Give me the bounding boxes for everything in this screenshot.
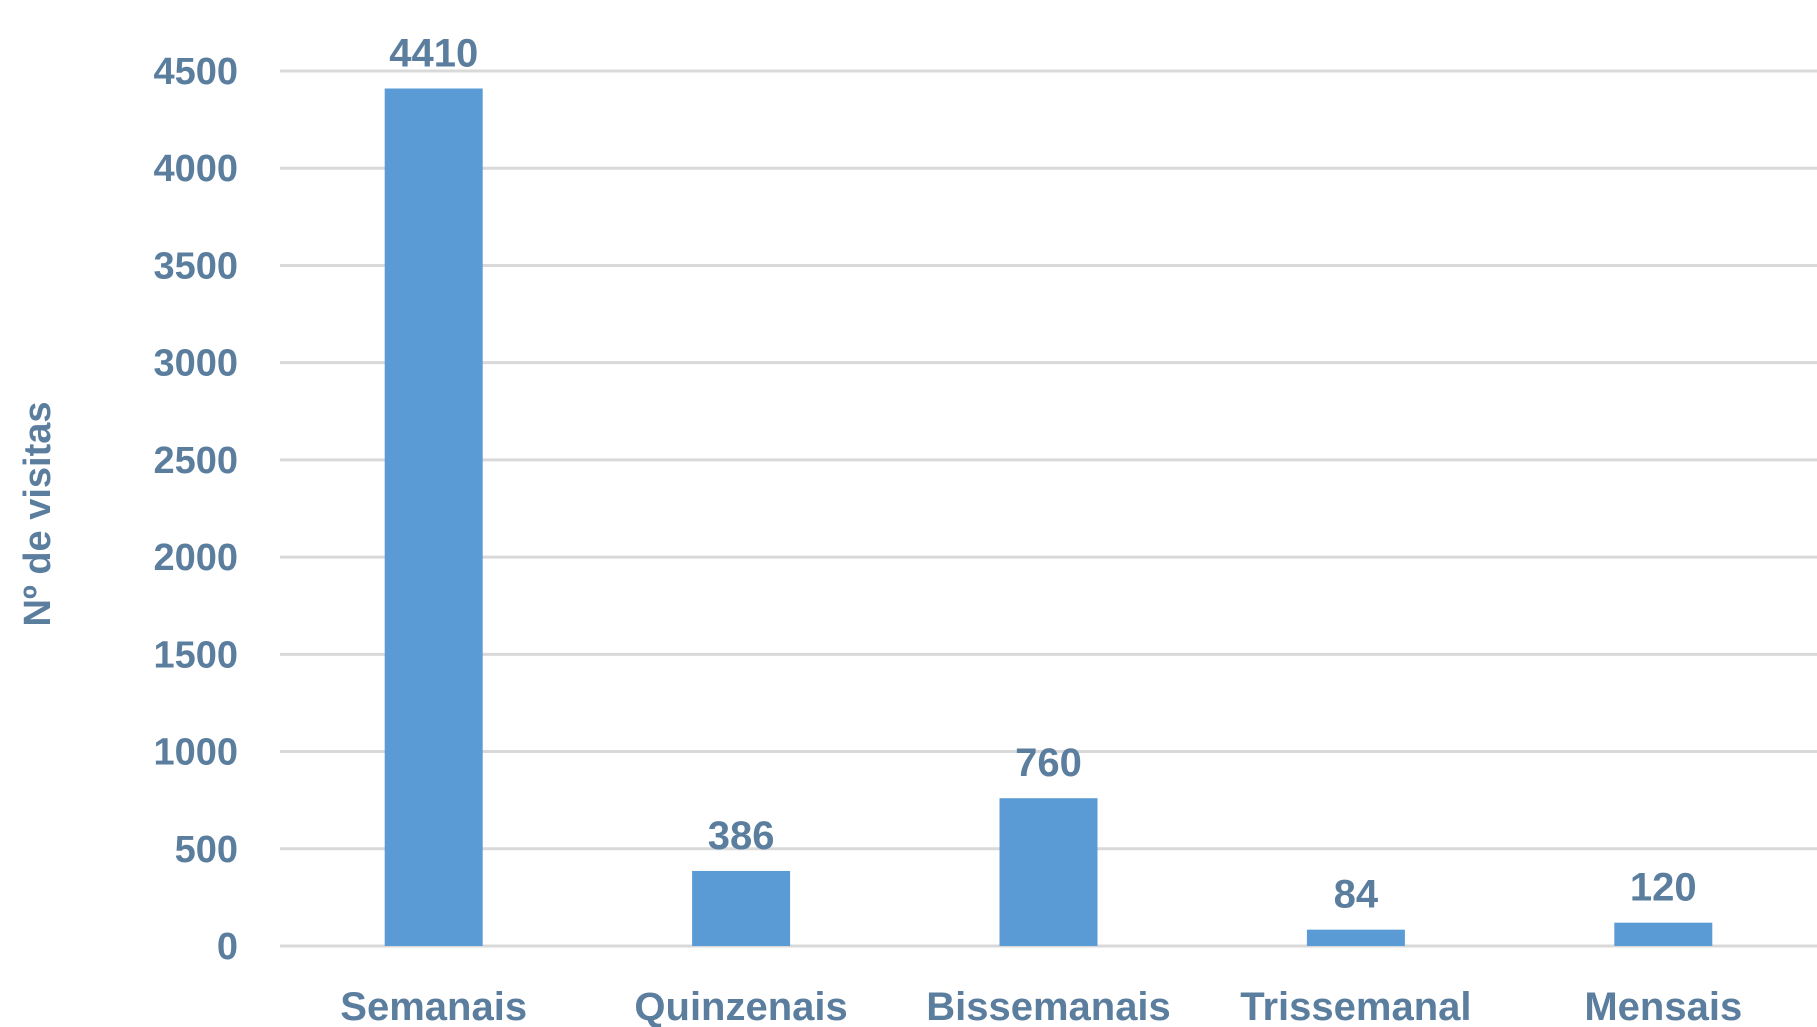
x-tick-label: Trissemanal: [1240, 985, 1471, 1027]
bars: [384, 88, 1713, 946]
y-tick-label: 1000: [153, 732, 238, 774]
y-tick-label: 4500: [153, 51, 238, 93]
category-labels: Semanais Quinzenais Bissemanais Trissemanal…: [340, 985, 1742, 1027]
y-tick-label: 3500: [153, 245, 238, 287]
y-axis-ticks: 0 500 1000 1500 2000 2500 3000 3500 4000 4500: [153, 51, 238, 968]
x-tick-label: Bissemanais: [926, 985, 1171, 1027]
bar-semanais: [384, 88, 483, 946]
y-tick-label: 2000: [153, 537, 238, 579]
bar-quinzenais: [692, 870, 791, 946]
y-tick-label: 2500: [153, 440, 238, 482]
data-label: 386: [708, 814, 775, 858]
x-tick-label: Quinzenais: [634, 985, 847, 1027]
x-tick-label: Mensais: [1584, 985, 1742, 1027]
bar-bissemanais: [999, 798, 1098, 946]
y-tick-label: 1500: [153, 634, 238, 676]
data-label: 4410: [389, 32, 478, 76]
data-label: 120: [1630, 866, 1697, 910]
y-tick-label: 4000: [153, 148, 238, 190]
x-tick-label: Semanais: [340, 985, 527, 1027]
y-tick-label: 500: [175, 829, 238, 871]
y-axis-title: Nº de visitas: [17, 401, 59, 626]
data-label: 84: [1334, 873, 1379, 917]
bar-mensais: [1614, 922, 1713, 946]
gridlines: [280, 69, 1817, 948]
y-tick-label: 3000: [153, 343, 238, 385]
data-labels: 4410 386 760 84 120: [389, 32, 1696, 917]
y-tick-label: 0: [217, 926, 238, 968]
data-label: 760: [1015, 741, 1082, 785]
bar-trissemanal: [1306, 929, 1405, 946]
